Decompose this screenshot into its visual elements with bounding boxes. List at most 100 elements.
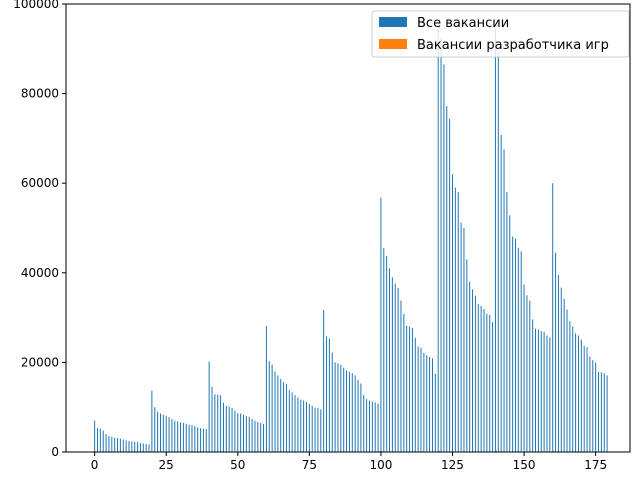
bar-all (194, 426, 196, 452)
bar-all (523, 284, 525, 452)
bar-all (346, 370, 348, 452)
bar-all (243, 414, 244, 452)
bar-all (308, 404, 310, 452)
bar-all (117, 438, 119, 452)
bar-all (105, 434, 107, 452)
bar-all (460, 222, 462, 452)
bar-all (248, 417, 250, 452)
bar-all (426, 355, 428, 452)
bar-all (197, 427, 199, 452)
bar-all (514, 238, 516, 452)
bar-all (128, 440, 130, 452)
bar-all (466, 259, 468, 452)
bar-all (434, 373, 436, 452)
bar-all (535, 328, 537, 452)
bar-all (174, 420, 176, 452)
bar-all (549, 337, 551, 452)
bar-all (148, 444, 150, 452)
y-tick-label: 0 (51, 445, 59, 459)
bar-all (245, 416, 247, 452)
bar-all (208, 361, 210, 452)
bar-all (268, 361, 270, 452)
bar-all (134, 441, 136, 452)
bar-all (185, 423, 187, 452)
bar-all (337, 363, 339, 452)
bar-all (354, 375, 356, 452)
x-tick-label: 125 (441, 458, 464, 472)
x-tick-label: 75 (302, 458, 317, 472)
bar-all (377, 403, 379, 452)
bar-all (414, 337, 416, 452)
bar-all (546, 335, 548, 452)
bar-all (506, 192, 508, 452)
legend-swatch-all (379, 17, 407, 27)
bar-all (154, 407, 156, 452)
bar-all (494, 28, 496, 452)
bar-all (225, 405, 227, 452)
bar-all (603, 373, 605, 452)
y-tick-label: 20000 (21, 355, 59, 369)
bar-all (371, 401, 373, 452)
bar-all (386, 255, 388, 452)
bar-all (472, 289, 474, 452)
bar-all (572, 326, 574, 452)
bar-all (288, 390, 290, 452)
bar-all (366, 399, 368, 452)
bar-all (497, 53, 499, 452)
bar-all (285, 383, 287, 452)
legend-label-games: Вакансии разработчика игр (417, 38, 609, 53)
bar-all (520, 251, 522, 452)
bar-all (446, 106, 448, 452)
bar-all (314, 407, 316, 452)
bar-all (423, 352, 425, 452)
bar-all (351, 373, 353, 452)
bar-all (328, 338, 330, 452)
bar-all (320, 409, 322, 452)
bar-all (180, 422, 182, 452)
bar-all (137, 442, 139, 452)
bar-all (555, 252, 557, 452)
bar-all (486, 313, 488, 452)
x-tick-label: 25 (159, 458, 174, 472)
bar-all (297, 397, 299, 452)
bar-all (383, 248, 385, 452)
legend-label-all: Все вакансии (417, 16, 509, 31)
bar-all (443, 64, 445, 452)
bar-all (305, 401, 307, 452)
bar-all (480, 305, 482, 452)
x-tick-label: 175 (584, 458, 607, 472)
bar-all (449, 118, 451, 452)
bar-all (102, 430, 104, 452)
bar-all (300, 399, 302, 452)
bar-all (177, 421, 179, 452)
bar-all (96, 428, 98, 452)
x-tick-label: 150 (513, 458, 536, 472)
bar-all (368, 400, 370, 452)
x-tick-label: 100 (369, 458, 392, 472)
bar-all (563, 298, 565, 452)
bar-all (151, 390, 153, 452)
bar-all (463, 228, 465, 452)
bar-all (503, 149, 505, 452)
bar-all (94, 420, 96, 452)
bar-all (231, 408, 233, 452)
bar-all (363, 395, 365, 452)
bar-all (595, 362, 597, 452)
bar-all (477, 304, 479, 452)
bar-all (99, 428, 101, 452)
bar-all (222, 402, 224, 452)
bar-all (131, 441, 133, 452)
bar-all (111, 436, 113, 452)
bar-all (265, 326, 267, 452)
x-tick-label: 50 (230, 458, 245, 472)
bar-all (234, 410, 236, 452)
bar-games (553, 450, 555, 452)
bar-all (205, 429, 207, 452)
bar-all (512, 236, 514, 452)
axes: 0 25 50 75 100 125 150 175 0 20000 40000 60000 80000… (13, 0, 631, 472)
bar-all (598, 371, 600, 452)
bar-all (500, 134, 502, 452)
bar-all (483, 309, 485, 452)
bar-all (182, 422, 184, 452)
